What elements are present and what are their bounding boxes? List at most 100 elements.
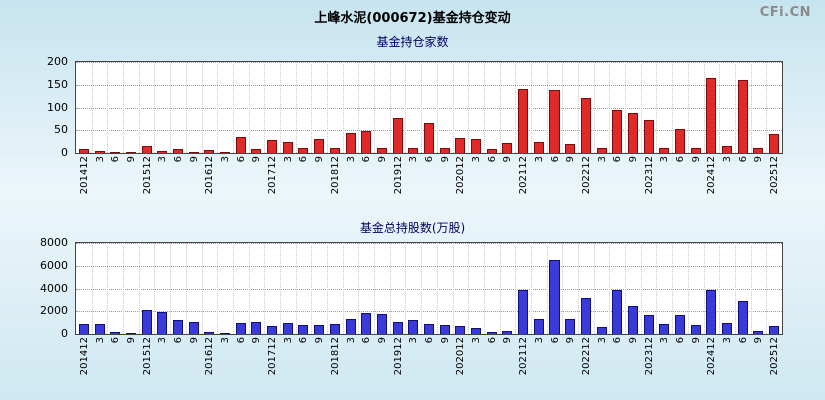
gridline-vertical <box>562 243 564 334</box>
y-axis-tick-label: 50 <box>54 123 68 137</box>
x-axis-tick-label: 201812 <box>329 156 341 195</box>
gridline-vertical <box>327 62 329 153</box>
bar <box>235 137 246 153</box>
x-axis-tick-label: 3 <box>722 156 734 163</box>
gridline-vertical <box>123 243 125 334</box>
x-axis-tick-label: 9 <box>439 156 451 163</box>
x-axis-tick-label: 9 <box>502 337 514 344</box>
x-axis-tick-label: 9 <box>188 156 200 163</box>
gridline-vertical <box>766 243 768 334</box>
x-axis-tick-label: 3 <box>533 337 545 344</box>
x-axis-tick-label: 202412 <box>706 156 718 195</box>
gridline-horizontal <box>76 265 782 267</box>
bar <box>110 332 121 334</box>
gridline-vertical <box>687 62 689 153</box>
gridline-vertical <box>311 62 313 153</box>
x-axis-tick-label: 3 <box>220 337 232 344</box>
bar <box>423 123 434 153</box>
gridline-vertical <box>530 243 532 334</box>
x-axis-tick-label: 6 <box>486 156 498 163</box>
x-axis-tick-label: 6 <box>737 337 749 344</box>
gridline-vertical <box>295 62 297 153</box>
x-axis-tick-label: 201512 <box>141 337 153 376</box>
bar <box>690 147 701 153</box>
x-axis-tick-label: 201912 <box>392 337 404 376</box>
gridline-vertical <box>672 243 674 334</box>
bar <box>580 297 591 334</box>
bar <box>220 151 231 153</box>
bar <box>314 325 325 334</box>
gridline-vertical <box>107 62 109 153</box>
bar <box>549 260 560 334</box>
bar <box>204 150 215 153</box>
gridline-vertical <box>766 62 768 153</box>
bar <box>580 97 591 153</box>
y-axis-tick-label: 6000 <box>40 258 68 272</box>
x-axis-tick-label: 201812 <box>329 337 341 376</box>
x-axis-tick-label: 9 <box>376 156 388 163</box>
bar <box>392 117 403 153</box>
x-axis-tick-label: 6 <box>549 337 561 344</box>
gridline-vertical <box>248 243 250 334</box>
bar <box>125 332 136 334</box>
x-axis-tick-label: 6 <box>612 156 624 163</box>
gridline-vertical <box>405 62 407 153</box>
bar <box>737 301 748 334</box>
x-axis-tick-label: 6 <box>235 156 247 163</box>
gridline-vertical <box>530 62 532 153</box>
x-axis-tick-label: 6 <box>675 156 687 163</box>
bar <box>267 326 278 334</box>
x-axis-tick-label: 202512 <box>769 156 781 195</box>
bar <box>235 322 246 334</box>
gridline-vertical <box>578 243 580 334</box>
gridline-vertical <box>248 62 250 153</box>
x-axis-tick-label: 3 <box>471 156 483 163</box>
bar <box>110 151 121 153</box>
x-axis-tick-label: 9 <box>125 156 137 163</box>
x-axis-tick-label: 6 <box>172 337 184 344</box>
gridline-horizontal <box>76 107 782 109</box>
bar <box>486 332 497 334</box>
x-axis-tick-label: 3 <box>345 156 357 163</box>
y-axis-tick-label: 200 <box>47 55 68 68</box>
bar <box>643 314 654 334</box>
bar <box>251 149 262 153</box>
bar <box>471 328 482 334</box>
gridline-vertical <box>687 243 689 334</box>
gridline-vertical <box>185 243 187 334</box>
gridline-vertical <box>578 62 580 153</box>
gridline-vertical <box>295 243 297 334</box>
gridline-vertical <box>279 243 281 334</box>
x-axis-tick-label: 201912 <box>392 156 404 195</box>
bar <box>329 323 340 334</box>
bar <box>220 332 231 334</box>
y-axis-tick-label: 0 <box>61 146 68 159</box>
y-axis-tick-label: 150 <box>47 77 68 91</box>
gridline-vertical <box>468 243 470 334</box>
gridline-vertical <box>719 243 721 334</box>
bar <box>643 120 654 153</box>
x-axis-tick-label: 201712 <box>267 337 279 376</box>
gridline-vertical <box>750 62 752 153</box>
y-axis-tick-label: 0 <box>61 327 68 340</box>
x-axis-tick-label: 6 <box>298 156 310 163</box>
x-axis-tick-label: 6 <box>675 337 687 344</box>
bar <box>282 323 293 334</box>
x-axis-tick-label: 202112 <box>518 156 530 195</box>
gridline-vertical <box>546 62 548 153</box>
bar <box>188 151 199 153</box>
x-axis-tick-label: 6 <box>361 337 373 344</box>
x-axis-tick-label: 3 <box>596 156 608 163</box>
x-axis-tick-label: 6 <box>424 337 435 344</box>
gridline-vertical <box>358 243 360 334</box>
x-axis-tick-label: 9 <box>690 156 702 163</box>
bar <box>596 148 607 153</box>
gridline-vertical <box>389 62 391 153</box>
x-axis-tick-label: 9 <box>565 337 577 344</box>
x-axis-tick-label: 3 <box>533 156 545 163</box>
cfi-logo: CFi.CN <box>759 5 811 20</box>
bar <box>282 141 293 153</box>
gridline-horizontal <box>76 84 782 86</box>
gridline-vertical <box>640 243 642 334</box>
